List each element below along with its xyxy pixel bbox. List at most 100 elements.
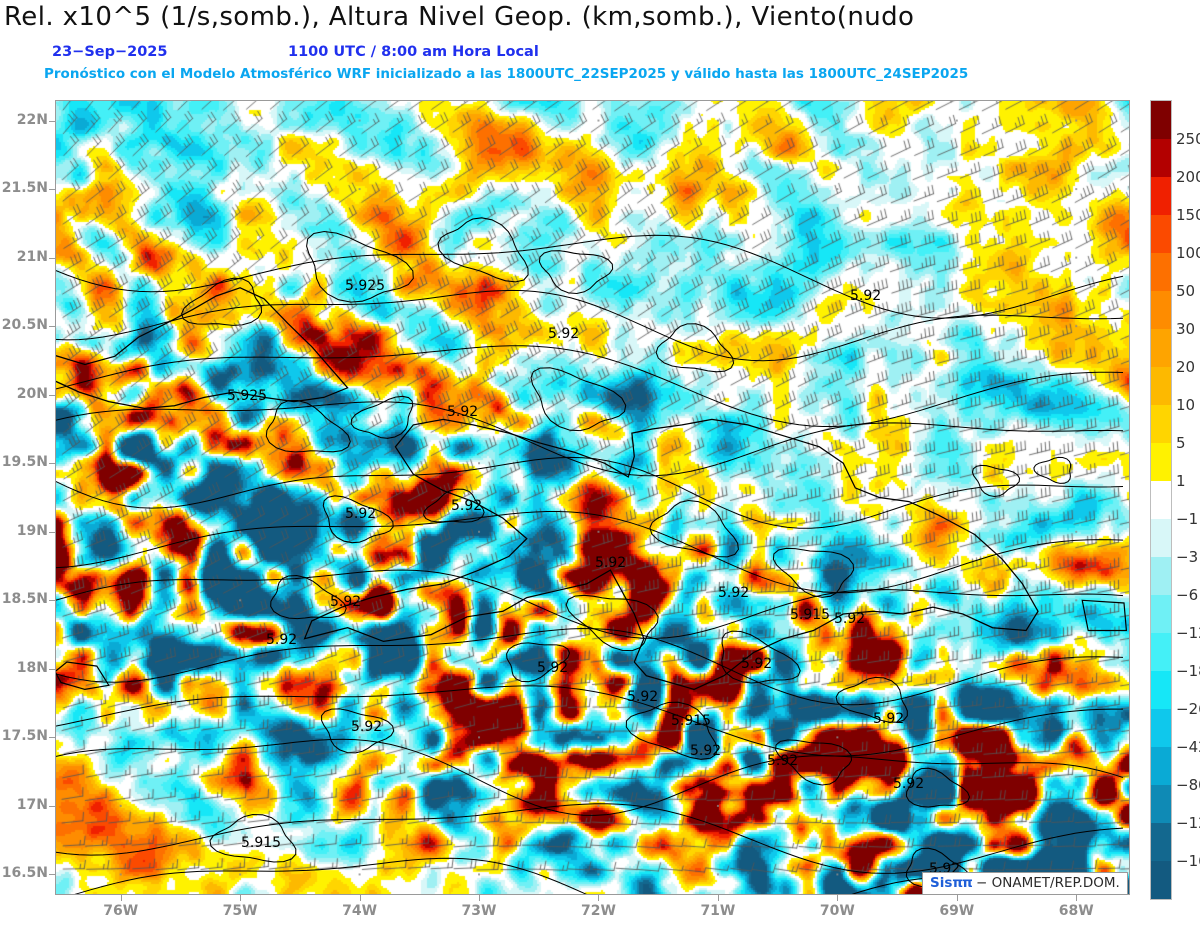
geopotential-closed-contour bbox=[772, 547, 855, 598]
grid-intersection-dot bbox=[119, 393, 122, 396]
valid-datetime-row: 23−Sep−2025 1100 UTC / 8:00 am Hora Loca… bbox=[52, 44, 539, 60]
grid-intersection-dot bbox=[836, 119, 839, 122]
colorbar-segment bbox=[1151, 177, 1171, 215]
coastline-cuba bbox=[55, 287, 349, 410]
y-axis-label: 17.5N bbox=[1, 728, 48, 745]
colorbar-tick-label: −26 bbox=[1176, 700, 1200, 718]
grid-intersection-dot bbox=[358, 599, 361, 602]
contour-label: 5.92 bbox=[718, 585, 749, 601]
geopotential-contour bbox=[55, 289, 1124, 362]
y-axis-label: 19N bbox=[16, 522, 48, 539]
grid-intersection-dot bbox=[358, 393, 361, 396]
grid-intersection-dot bbox=[716, 256, 719, 259]
contour-label: 5.92 bbox=[537, 660, 568, 676]
colorbar-segment bbox=[1151, 101, 1171, 139]
geopotential-contour bbox=[55, 738, 1124, 816]
grid-intersection-dot bbox=[597, 530, 600, 533]
y-axis-label: 20N bbox=[16, 385, 48, 402]
colorbar-segment bbox=[1151, 443, 1171, 481]
geopotential-contour bbox=[55, 685, 1123, 757]
x-axis-tick bbox=[359, 895, 361, 901]
grid-intersection-dot bbox=[1075, 462, 1078, 465]
contour-label: 5.925 bbox=[227, 388, 267, 404]
grid-intersection-dot bbox=[119, 804, 122, 807]
x-axis-label: 75W bbox=[222, 903, 258, 919]
coastline-jamaica bbox=[55, 661, 110, 691]
map-plot-area[interactable]: 5.925 5.925 5.92 5.92 5.92 5.92 5.92 5.92 5.92 5.… bbox=[55, 100, 1130, 895]
grid-intersection-dot bbox=[239, 667, 242, 670]
grid-intersection-dot bbox=[716, 804, 719, 807]
y-axis-tick bbox=[49, 874, 55, 876]
grid-intersection-dot bbox=[716, 462, 719, 465]
grid-intersection-dot bbox=[478, 599, 481, 602]
colorbar-tick-label: −80 bbox=[1176, 776, 1200, 794]
geopotential-closed-contour bbox=[835, 676, 908, 723]
grid-intersection-dot bbox=[1075, 530, 1078, 533]
geopotential-closed-contour bbox=[971, 464, 1021, 498]
contour-label: 5.92 bbox=[690, 743, 721, 759]
grid-intersection-dot bbox=[478, 736, 481, 739]
contour-label: 5.92 bbox=[850, 288, 881, 304]
grid-intersection-dot bbox=[597, 804, 600, 807]
geopotential-contour bbox=[55, 401, 1124, 477]
grid-intersection-dot bbox=[1075, 188, 1078, 191]
grid-intersection-dot bbox=[239, 188, 242, 191]
colorbar-tick-label: −18 bbox=[1176, 662, 1200, 680]
y-axis-label: 18N bbox=[16, 659, 48, 676]
grid-intersection-dot bbox=[478, 530, 481, 533]
grid-intersection-dot bbox=[836, 530, 839, 533]
colorbar-tick-label: −160 bbox=[1176, 852, 1200, 870]
geopotential-closed-contour bbox=[538, 250, 614, 295]
geopotential-closed-contour bbox=[655, 323, 735, 373]
grid-intersection-dot bbox=[239, 530, 242, 533]
grid-intersection-dot bbox=[955, 119, 958, 122]
y-axis-label: 16.5N bbox=[1, 865, 48, 882]
colorbar-tick-label: −12 bbox=[1176, 624, 1200, 642]
colorbar-segment bbox=[1151, 215, 1171, 253]
grid-intersection-dot bbox=[716, 188, 719, 191]
grid-intersection-dot bbox=[239, 736, 242, 739]
contour-label: 5.92 bbox=[266, 632, 297, 648]
geopotential-closed-contour bbox=[265, 399, 351, 453]
y-axis-tick bbox=[49, 326, 55, 328]
grid-intersection-dot bbox=[478, 873, 481, 876]
grid-intersection-dot bbox=[478, 667, 481, 670]
grid-intersection-dot bbox=[955, 530, 958, 533]
grid-intersection-dot bbox=[955, 462, 958, 465]
geopotential-contour bbox=[55, 569, 1124, 639]
grid-intersection-dot bbox=[1075, 256, 1078, 259]
colorbar-segment bbox=[1151, 595, 1171, 633]
y-axis-tick bbox=[49, 737, 55, 739]
grid-intersection-dot bbox=[119, 599, 122, 602]
grid-intersection-dot bbox=[836, 873, 839, 876]
colorbar[interactable] bbox=[1150, 100, 1172, 900]
coastline-hispaniola bbox=[303, 418, 1039, 691]
x-axis-tick bbox=[717, 895, 719, 901]
contour-label: 5.92 bbox=[351, 719, 382, 735]
grid-intersection-dot bbox=[1075, 667, 1078, 670]
y-axis-label: 21.5N bbox=[1, 180, 48, 197]
y-axis-tick bbox=[49, 805, 55, 807]
grid-intersection-dot bbox=[597, 736, 600, 739]
grid-intersection-dot bbox=[955, 393, 958, 396]
grid-intersection-dot bbox=[955, 599, 958, 602]
grid-intersection-dot bbox=[239, 119, 242, 122]
geopotential-closed-contour bbox=[530, 367, 627, 432]
geopotential-contour bbox=[55, 511, 1124, 594]
grid-intersection-dot bbox=[239, 393, 242, 396]
colorbar-segment bbox=[1151, 329, 1171, 367]
grid-intersection-dot bbox=[358, 462, 361, 465]
coastline-puerto-rico bbox=[1081, 599, 1128, 632]
grid-intersection-dot bbox=[955, 667, 958, 670]
x-axis-label: 73W bbox=[461, 903, 497, 919]
contour-label: 5.92 bbox=[330, 594, 361, 610]
y-axis-label: 22N bbox=[16, 111, 48, 128]
geopotential-closed-contour bbox=[181, 277, 263, 326]
y-axis-tick bbox=[49, 394, 55, 396]
y-axis-label: 17N bbox=[16, 796, 48, 813]
x-axis-label: 72W bbox=[581, 903, 616, 919]
grid-intersection-dot bbox=[955, 256, 958, 259]
contour-label: 5.92 bbox=[767, 753, 798, 769]
grid-intersection-dot bbox=[119, 736, 122, 739]
geopotential-closed-contour bbox=[321, 708, 395, 754]
